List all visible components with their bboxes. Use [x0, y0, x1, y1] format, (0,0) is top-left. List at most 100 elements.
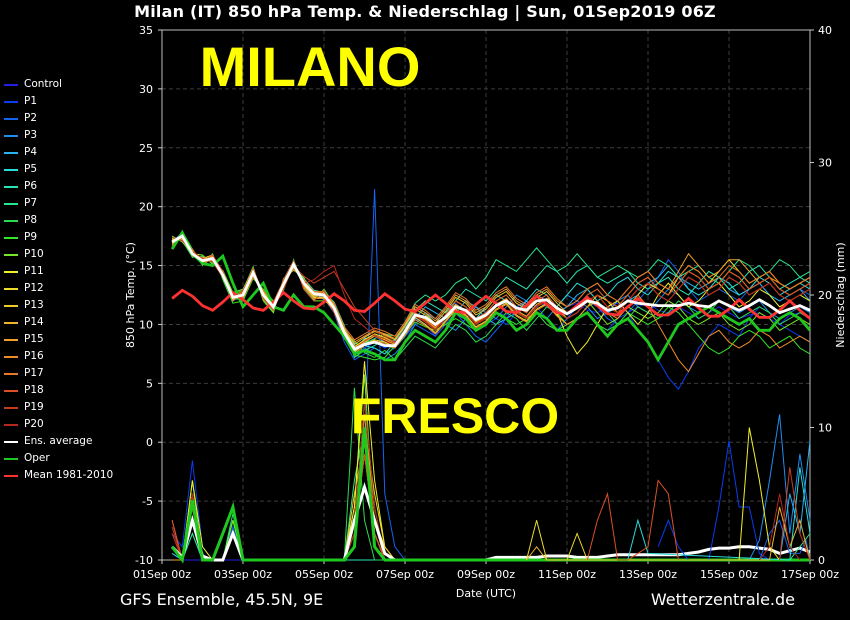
legend-label: P2: [24, 112, 38, 124]
legend-item-p4: P4: [4, 145, 134, 162]
x-tick-label: 11Sep 00z: [538, 568, 596, 581]
y2-axis-label: Niederschlag (mm): [834, 242, 847, 347]
y2-tick-label: 20: [818, 289, 832, 302]
legend-swatch: [4, 373, 18, 375]
precip-line-p2: [171, 188, 810, 562]
legend-label: P14: [24, 316, 44, 328]
legend-label: P12: [24, 282, 44, 294]
legend-label: P15: [24, 333, 44, 345]
precip-extra-line-p19: [779, 467, 811, 561]
source-model-label: GFS Ensemble, 45.5N, 9E: [120, 590, 324, 609]
legend-label: P4: [24, 146, 38, 158]
precip-line-ens-average: [171, 481, 811, 562]
y-tick-label: 15: [139, 260, 153, 273]
y-tick-label: 25: [139, 142, 153, 155]
temp-line-ens-average: [171, 234, 811, 351]
precip-line-p18: [171, 453, 810, 561]
precip-line-p3: [172, 520, 810, 561]
legend-swatch: [4, 475, 18, 477]
legend-label: P10: [24, 248, 44, 260]
legend-item-p7: P7: [4, 196, 134, 213]
precip-line-p12: [172, 427, 810, 561]
y2-tick-label: 30: [818, 157, 832, 170]
legend-swatch: [4, 254, 18, 256]
y2-tick-label: 10: [818, 422, 832, 435]
precip-extra-line-p20: [759, 493, 801, 561]
legend-swatch: [4, 203, 18, 205]
precip-extra-line-p2: [758, 519, 811, 561]
precip-extra-line-p11: [738, 427, 780, 561]
legend-item-p20: P20: [4, 417, 134, 434]
precip-extra-line-p18: [586, 479, 679, 561]
legend-item-p15: P15: [4, 332, 134, 349]
legend-label: P20: [24, 418, 44, 430]
x-tick-label: 05Sep 00z: [295, 568, 353, 581]
legend-swatch: [4, 152, 18, 154]
legend-swatch: [4, 118, 18, 120]
legend-item-p6: P6: [4, 179, 134, 196]
legend-item-p17: P17: [4, 366, 134, 383]
precip-line-p13: [172, 440, 810, 561]
precip-extra-line-p1: [657, 440, 770, 561]
legend-item-p1: P1: [4, 94, 134, 111]
x-tick-label: 17Sep 00z: [781, 568, 839, 581]
legend-label: Control: [24, 78, 62, 90]
legend-label: P8: [24, 214, 38, 226]
legend-item-p8: P8: [4, 213, 134, 230]
legend-swatch: [4, 237, 18, 239]
legend-item-p13: P13: [4, 298, 134, 315]
legend: Control P1 P2 P3 P4 P5 P6 P7 P8 P9 P10 P11 P12 P13 P14…: [4, 77, 134, 485]
legend-item-ens-average: Ens. average: [4, 434, 134, 451]
y-tick-label: 5: [146, 377, 153, 390]
legend-swatch: [4, 288, 18, 290]
precip-extra-line-p12: [526, 520, 588, 561]
legend-swatch: [4, 84, 18, 86]
legend-label: P7: [24, 197, 38, 209]
legend-item-p3: P3: [4, 128, 134, 145]
y-axis-label: 850 hPa Temp. (°C): [124, 242, 137, 348]
legend-item-mean-1981-2010: Mean 1981-2010: [4, 468, 134, 485]
precip-extra-line-p7: [789, 533, 811, 561]
legend-label: P6: [24, 180, 38, 192]
legend-item-control: Control: [4, 77, 134, 94]
annotation-milano: MILANO: [200, 35, 421, 98]
legend-swatch: [4, 271, 18, 273]
temp-line-p19: [171, 236, 811, 343]
legend-item-p2: P2: [4, 111, 134, 128]
legend-item-p11: P11: [4, 264, 134, 281]
x-tick-label: 15Sep 00z: [700, 568, 758, 581]
legend-label: P9: [24, 231, 38, 243]
precip-line-p16: [171, 440, 810, 561]
y-tick-label: 0: [146, 436, 153, 449]
precip-line-p19: [171, 427, 810, 561]
legend-swatch: [4, 407, 18, 409]
legend-label: P11: [24, 265, 44, 277]
legend-label: P16: [24, 350, 44, 362]
source-site-label: Wetterzentrale.de: [650, 590, 795, 609]
legend-item-p19: P19: [4, 400, 134, 417]
legend-swatch: [4, 220, 18, 222]
legend-swatch: [4, 458, 18, 460]
legend-item-p16: P16: [4, 349, 134, 366]
annotation-fresco: FRESCO: [351, 388, 559, 444]
legend-item-p18: P18: [4, 383, 134, 400]
x-tick-label: 03Sep 00z: [214, 568, 272, 581]
legend-label: P5: [24, 163, 38, 175]
legend-item-p12: P12: [4, 281, 134, 298]
precip-line-p7: [172, 427, 810, 561]
x-tick-label: 09Sep 00z: [457, 568, 515, 581]
legend-swatch: [4, 356, 18, 358]
legend-swatch: [4, 305, 18, 307]
legend-label: Oper: [24, 452, 50, 464]
x-tick-label: 01Sep 00z: [133, 568, 191, 581]
legend-label: P3: [24, 129, 38, 141]
precip-extra-line-p5: [627, 467, 811, 561]
legend-label: P13: [24, 299, 44, 311]
legend-item-p14: P14: [4, 315, 134, 332]
precip-line-p14: [172, 453, 810, 561]
y2-tick-label: 40: [818, 24, 832, 37]
precip-line-p6: [172, 520, 810, 561]
chart-title: Milan (IT) 850 hPa Temp. & Niederschlag …: [134, 2, 716, 21]
legend-swatch: [4, 322, 18, 324]
